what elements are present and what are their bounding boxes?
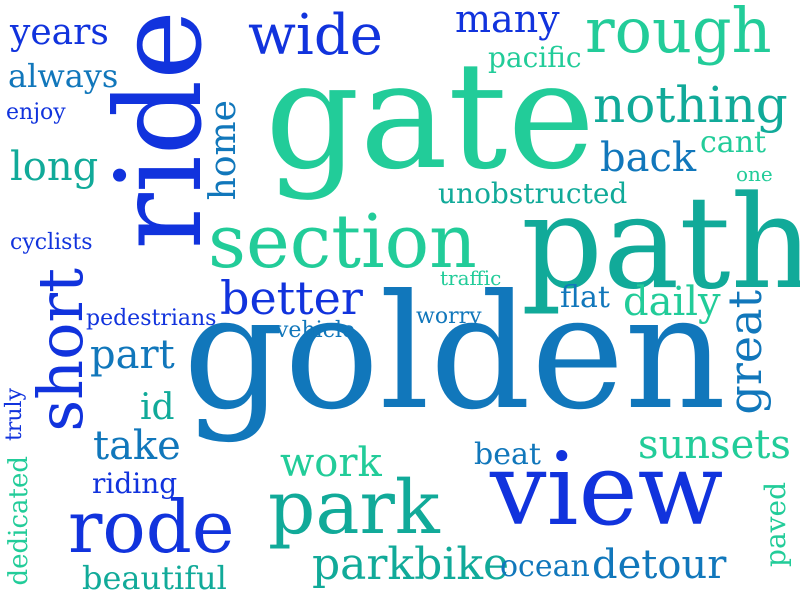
word-unobstructed: unobstructed	[438, 177, 628, 210]
word-riding: riding	[92, 467, 178, 500]
word-better: better	[220, 271, 363, 325]
word-cant: cant	[700, 125, 767, 160]
word-short: short	[24, 268, 97, 432]
word-id: id	[140, 387, 175, 428]
word-beat: beat	[474, 437, 541, 472]
word-vehicle: vehicle	[276, 318, 356, 343]
word-flat: flat	[560, 280, 610, 315]
word-park: park	[268, 465, 440, 551]
word-part: part	[90, 332, 175, 378]
word-long: long	[10, 144, 99, 190]
word-section: section	[208, 199, 477, 285]
word-years: years	[10, 12, 109, 53]
word-work: work	[280, 440, 382, 486]
word-truly: truly	[2, 388, 27, 441]
word-take: take	[93, 423, 181, 469]
word-back: back	[600, 135, 697, 181]
word-worry: worry	[416, 304, 482, 329]
word-daily: daily	[623, 279, 721, 325]
word-rough: rough	[585, 0, 772, 67]
word-sunsets: sunsets	[638, 422, 791, 468]
word-traffic: traffic	[440, 266, 502, 290]
word-enjoy: enjoy	[6, 100, 66, 125]
word-nothing: nothing	[593, 76, 788, 134]
word-pedestrians: pedestrians	[86, 306, 217, 331]
word-always: always	[8, 57, 119, 95]
word-rode: rode	[68, 485, 235, 569]
word-home: home	[203, 100, 244, 201]
word-many: many	[455, 0, 560, 41]
word-golden: golden	[183, 261, 727, 445]
word-detour: detour	[592, 542, 727, 588]
word-gate: gate	[265, 30, 596, 202]
word-parkbike: parkbike	[312, 539, 510, 590]
word-dedicated: dedicated	[4, 456, 34, 586]
word-wide: wide	[248, 3, 383, 68]
word-great: great	[718, 290, 772, 415]
word-path: path	[521, 169, 800, 318]
word-cyclists: cyclists	[10, 230, 93, 255]
word-pacific: pacific	[488, 41, 582, 74]
word-ocean: ocean	[500, 549, 590, 584]
word-paved: paved	[759, 482, 792, 567]
word-beautiful: beautiful	[82, 559, 227, 597]
word-one: one	[736, 162, 773, 186]
word-ride: ride	[90, 10, 228, 250]
word-view: view	[490, 431, 724, 548]
